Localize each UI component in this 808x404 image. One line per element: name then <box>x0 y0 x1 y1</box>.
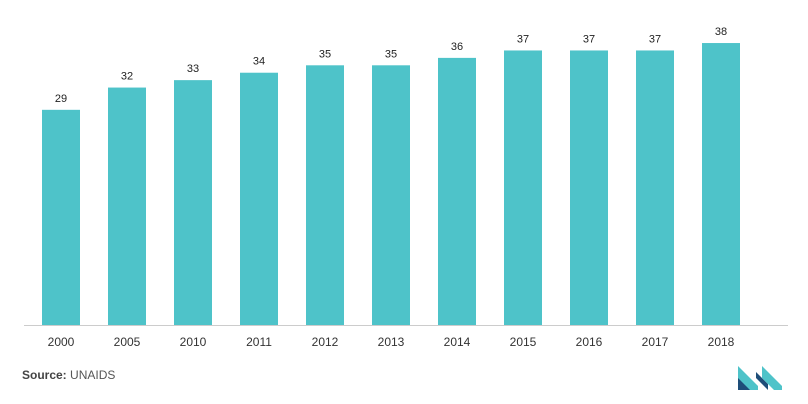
x-tick-2015: 2015 <box>510 335 537 349</box>
x-tick-2016: 2016 <box>576 335 603 349</box>
value-label-2014: 36 <box>451 41 463 53</box>
bar-2018 <box>702 43 740 325</box>
value-label-2005: 32 <box>121 71 133 83</box>
bar-2000 <box>42 109 80 325</box>
value-label-2011: 34 <box>253 56 265 68</box>
x-tick-2014: 2014 <box>444 335 471 349</box>
value-labels-group: 29 32 33 34 35 35 36 37 37 37 38 <box>55 26 727 105</box>
value-label-2010: 33 <box>187 63 199 75</box>
source-text: UNAIDS <box>70 368 116 382</box>
source-label: Source: <box>22 368 67 382</box>
value-label-2017: 37 <box>649 33 661 45</box>
source-note: Source: UNAIDS <box>22 368 115 382</box>
bars-group <box>42 43 740 326</box>
x-tick-labels-group: 2000 2005 2010 2011 2012 2013 2014 2015 2016 2017… <box>48 335 735 349</box>
x-tick-2005: 2005 <box>114 335 141 349</box>
x-tick-2018: 2018 <box>708 335 735 349</box>
x-tick-2012: 2012 <box>312 335 339 349</box>
value-label-2012: 35 <box>319 48 331 60</box>
bar-2017 <box>636 50 674 326</box>
x-tick-2010: 2010 <box>180 335 207 349</box>
bar-2015 <box>504 50 542 326</box>
value-label-2000: 29 <box>55 93 67 105</box>
bar-2005 <box>108 87 146 325</box>
bar-2016 <box>570 50 608 326</box>
value-label-2013: 35 <box>385 48 397 60</box>
x-tick-2013: 2013 <box>378 335 405 349</box>
bar-2014 <box>438 57 476 325</box>
mordor-logo-icon <box>738 366 782 390</box>
bar-2010 <box>174 80 212 325</box>
value-label-2015: 37 <box>517 33 529 45</box>
bar-2012 <box>306 65 344 326</box>
value-label-2018: 38 <box>715 26 727 38</box>
x-tick-2011: 2011 <box>246 335 272 349</box>
x-tick-2017: 2017 <box>642 335 669 349</box>
x-tick-2000: 2000 <box>48 335 75 349</box>
value-label-2016: 37 <box>583 33 595 45</box>
bar-2011 <box>240 72 278 325</box>
bar-2013 <box>372 65 410 326</box>
